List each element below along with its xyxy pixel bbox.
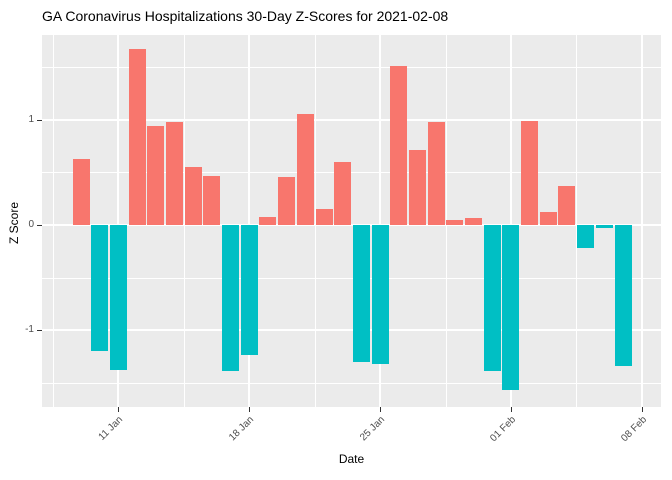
x-tick-mark xyxy=(641,407,643,412)
gridline-major-v xyxy=(248,35,251,407)
bar xyxy=(595,225,613,229)
gridline-minor-v xyxy=(445,35,447,407)
bar xyxy=(128,49,146,225)
gridline-minor-h xyxy=(42,67,661,69)
y-tick-mark xyxy=(37,330,42,332)
gridline-major-v xyxy=(379,35,381,407)
y-tick-mark xyxy=(37,119,42,121)
bar xyxy=(259,216,277,225)
gridline-minor-h xyxy=(42,172,661,174)
chart-title: GA Coronavirus Hospitalizations 30-Day Z… xyxy=(42,8,449,24)
x-tick-mark xyxy=(380,407,381,412)
gridline-minor-v xyxy=(53,35,54,407)
bar xyxy=(558,186,576,225)
x-tick-mark xyxy=(510,407,512,412)
bar xyxy=(521,120,539,225)
bar xyxy=(165,121,183,225)
bar xyxy=(72,158,90,225)
gridline-minor-v xyxy=(576,35,578,407)
bar xyxy=(577,225,595,249)
y-tick-label: -1 xyxy=(25,324,34,336)
gridline-minor-h xyxy=(42,382,661,384)
bar xyxy=(352,225,370,362)
bar xyxy=(296,114,314,225)
bar xyxy=(390,66,408,225)
gridline-major-v xyxy=(640,35,643,407)
bar xyxy=(408,150,426,225)
gridline-minor-v xyxy=(314,35,316,407)
bar xyxy=(502,225,520,391)
plot-panel xyxy=(42,35,661,407)
x-tick-mark xyxy=(249,407,251,412)
y-tick-label: 0 xyxy=(28,219,34,230)
bar xyxy=(334,161,352,225)
bar xyxy=(315,209,333,225)
bar xyxy=(278,176,296,225)
bar xyxy=(203,175,221,225)
gridline-major-h xyxy=(42,224,661,226)
bar xyxy=(446,219,464,225)
gridline-major-h xyxy=(42,329,661,332)
gridline-minor-v xyxy=(183,35,185,407)
y-tick-mark xyxy=(37,225,42,226)
bar xyxy=(109,225,127,371)
gridline-minor-h xyxy=(42,277,661,279)
bar xyxy=(184,167,202,225)
x-tick-mark xyxy=(118,407,120,412)
x-axis-title: Date xyxy=(338,452,365,466)
gridline-major-h xyxy=(42,118,661,121)
bar xyxy=(147,126,165,225)
bar xyxy=(539,212,557,225)
y-tick-label: 1 xyxy=(28,113,34,125)
bar xyxy=(240,225,258,355)
bar xyxy=(483,225,501,372)
bar xyxy=(614,225,632,367)
gridline-major-v xyxy=(509,35,512,407)
bar xyxy=(465,217,482,225)
bar xyxy=(222,225,239,372)
bar xyxy=(91,225,109,352)
gridline-major-v xyxy=(117,35,120,407)
bar xyxy=(427,121,445,225)
bar xyxy=(371,225,389,364)
y-axis-title: Z Score xyxy=(7,202,21,245)
